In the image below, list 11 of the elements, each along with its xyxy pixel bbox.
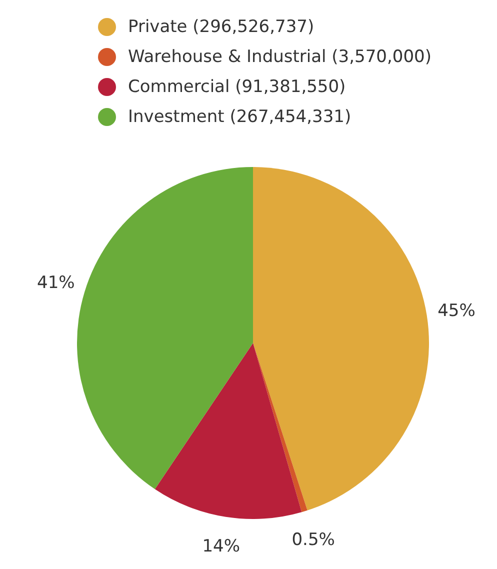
data-label: 45%	[438, 300, 476, 321]
legend-label: Private (296,526,737)	[128, 17, 314, 37]
pie-slice	[77, 167, 253, 490]
data-label: 41%	[37, 272, 75, 293]
legend-label: Investment (267,454,331)	[128, 107, 352, 127]
pie-slice	[154, 343, 302, 519]
legend-label: Commercial (91,381,550)	[128, 77, 346, 97]
pie-slice	[253, 167, 429, 510]
data-label: 0.5%	[292, 530, 335, 550]
data-label: 14%	[202, 536, 240, 557]
legend-label: Warehouse & Industrial (3,570,000)	[128, 47, 432, 67]
